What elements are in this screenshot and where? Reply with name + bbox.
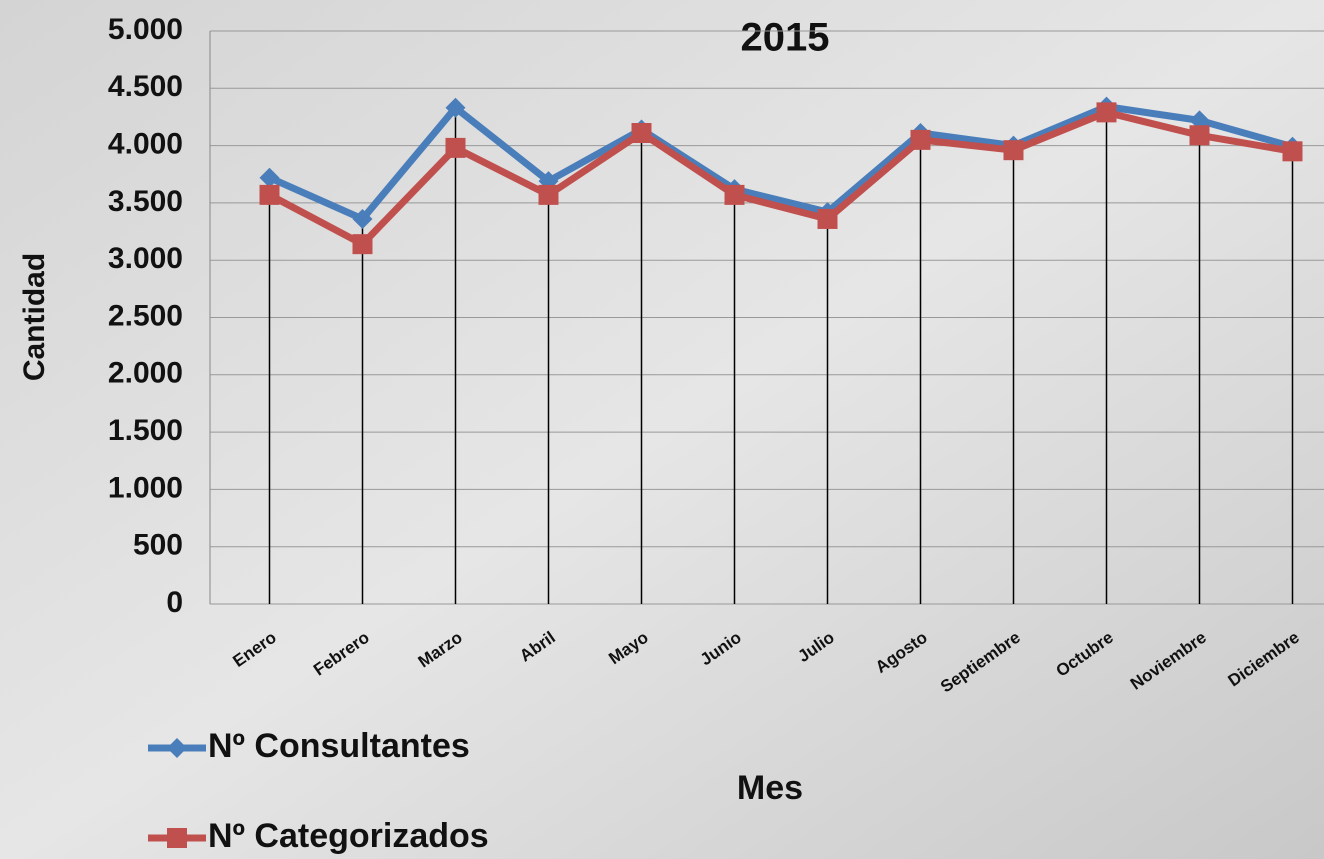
y-tick-label: 2.000 — [108, 357, 183, 390]
point — [910, 129, 931, 150]
point — [352, 208, 373, 229]
point — [445, 97, 466, 118]
y-tick-label: 1.000 — [108, 471, 183, 504]
y-tick-label: 1.500 — [108, 414, 183, 447]
x-axis-label: Mes — [737, 769, 803, 807]
y-tick-label: 5.000 — [108, 13, 183, 46]
y-tick-label: 3.500 — [108, 185, 183, 218]
y-tick-label: 0 — [166, 586, 183, 619]
series-line — [268, 103, 1294, 223]
point — [352, 234, 373, 255]
point — [1282, 141, 1303, 162]
chart-title: 2015 — [741, 16, 830, 60]
y-tick-label: 3.000 — [108, 242, 183, 275]
legend-marker — [167, 738, 187, 758]
legend-marker — [167, 828, 187, 848]
y-tick-label: 500 — [133, 529, 183, 562]
point — [817, 208, 838, 229]
point — [1003, 140, 1024, 161]
point — [724, 184, 745, 205]
point — [538, 184, 559, 205]
legend-label: Nº Categorizados — [208, 817, 489, 855]
y-tick-label: 4.000 — [108, 128, 183, 161]
y-axis-label: Cantidad — [18, 253, 51, 381]
point — [259, 167, 280, 188]
series-line — [267, 108, 1294, 248]
y-tick-label: 4.500 — [108, 70, 183, 103]
point — [1096, 102, 1117, 123]
point — [631, 122, 652, 143]
point — [445, 137, 466, 158]
y-tick-label: 2.500 — [108, 299, 183, 332]
point — [259, 184, 280, 205]
legend-label: Nº Consultantes — [208, 727, 470, 765]
point — [1189, 125, 1210, 146]
